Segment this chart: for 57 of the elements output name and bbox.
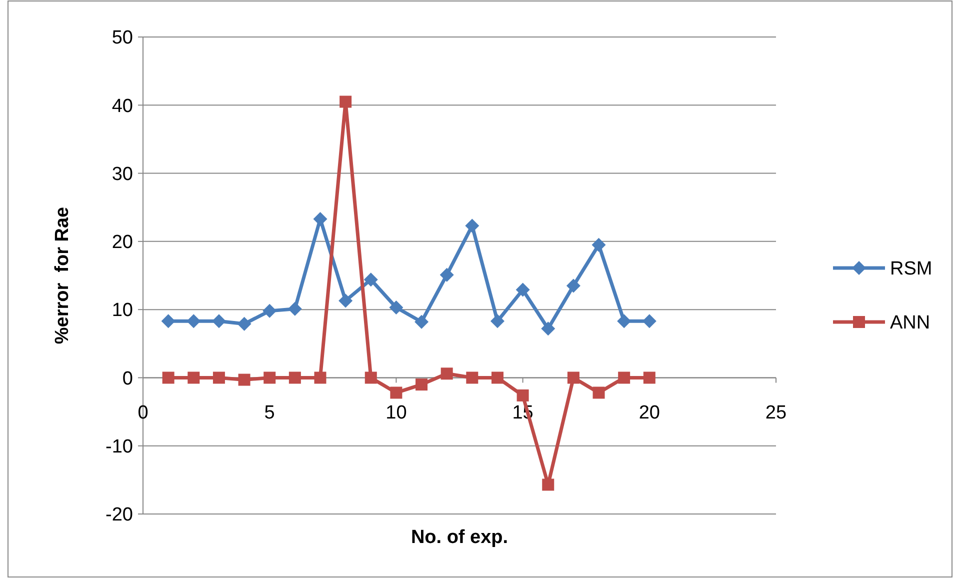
point xyxy=(313,212,328,226)
y-tick-label: 50 xyxy=(112,28,133,49)
point xyxy=(188,372,200,384)
point xyxy=(592,386,605,399)
point xyxy=(212,372,225,384)
y-tick-label: -20 xyxy=(106,504,133,526)
y-tick-label: 30 xyxy=(112,164,133,185)
y-tick-label: 0 xyxy=(122,368,133,390)
point xyxy=(340,96,352,108)
point xyxy=(416,378,428,391)
point xyxy=(161,314,176,328)
point xyxy=(516,282,530,297)
point xyxy=(262,304,277,318)
point xyxy=(186,314,201,328)
point xyxy=(364,272,378,287)
point xyxy=(364,372,377,384)
x-tick-label: 20 xyxy=(638,402,660,424)
x-tick-label: 25 xyxy=(765,402,787,424)
x-tick-label: 0 xyxy=(138,402,148,424)
point xyxy=(490,314,504,328)
point xyxy=(643,372,656,384)
point xyxy=(541,322,556,336)
point xyxy=(567,372,580,384)
point xyxy=(440,268,454,282)
point xyxy=(592,238,606,252)
point xyxy=(390,386,402,399)
y-tick-label: -10 xyxy=(106,436,133,458)
legend-label: ANN xyxy=(890,312,930,334)
y-tick-label: 20 xyxy=(112,232,133,254)
point xyxy=(314,372,326,384)
point xyxy=(162,372,174,384)
point xyxy=(212,314,226,328)
point xyxy=(338,294,353,308)
point xyxy=(566,278,580,293)
x-axis-title: No. of exp. xyxy=(410,527,508,548)
point xyxy=(618,372,630,384)
point xyxy=(440,368,453,380)
point xyxy=(491,372,504,384)
point xyxy=(288,302,302,316)
point xyxy=(542,478,554,491)
point xyxy=(288,372,301,384)
y-tick-label: 40 xyxy=(112,96,133,117)
point xyxy=(516,389,529,402)
y-axis-title: %error for Rae xyxy=(52,206,73,344)
point xyxy=(237,316,252,331)
point xyxy=(465,218,480,233)
point xyxy=(466,372,478,384)
point xyxy=(414,314,429,329)
point xyxy=(617,314,632,328)
x-tick-label: 5 xyxy=(264,402,275,424)
y-tick-label: 10 xyxy=(112,300,133,322)
point xyxy=(389,300,404,315)
point xyxy=(238,374,250,386)
point xyxy=(642,314,656,328)
point xyxy=(264,372,276,384)
legend-label: RSM xyxy=(890,258,932,280)
x-tick-label: 10 xyxy=(386,402,407,424)
